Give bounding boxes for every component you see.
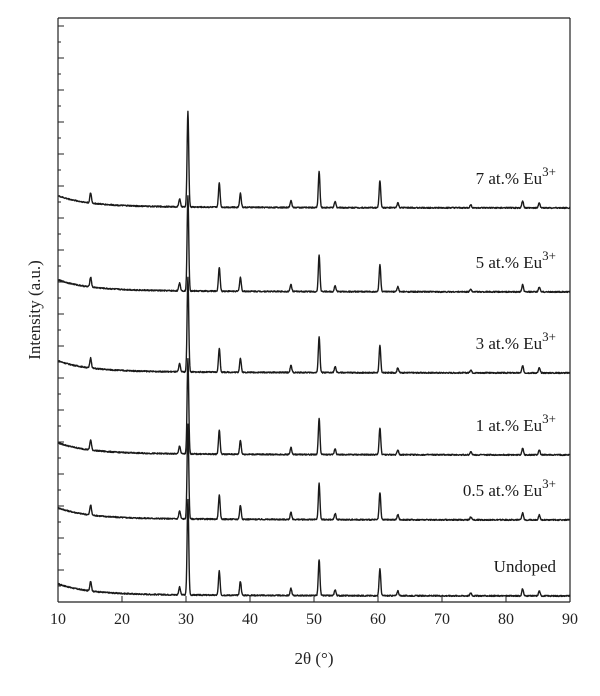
series-label: 7 at.% Eu3+ [476,164,556,188]
x-tick-label: 30 [178,611,194,628]
series-label-sup: 3+ [542,476,556,491]
x-tick-label: 20 [114,611,130,628]
series-label-sup: 3+ [542,164,556,179]
axes-group [57,17,571,603]
series-label-main: 0.5 at.% Eu [463,481,543,500]
y-axis-label: Intensity (a.u.) [25,260,44,360]
x-tick-label: 90 [562,611,578,628]
x-tick-label: 10 [50,611,66,628]
x-tick-label: 80 [498,611,514,628]
series-label-sup: 3+ [542,329,556,344]
x-tick-label: 60 [370,611,386,628]
x-ticks-group: 10 20 30 40 50 60 70 80 90 [50,596,578,628]
series-label-main: 1 at.% Eu [476,416,543,435]
series-line [57,276,571,375]
x-tick-label: 50 [306,611,322,628]
series-line [57,498,571,598]
series-label-sup: 3+ [542,248,556,263]
series-label: 1 at.% Eu3+ [476,411,556,435]
series-label-main: 3 at.% Eu [476,334,543,353]
series-line [57,357,571,457]
x-tick-label: 70 [434,611,450,628]
y-ticks-group [58,25,64,603]
series-label-main: 7 at.% Eu [476,169,543,188]
series-label-main: 5 at.% Eu [476,253,543,272]
series-line [57,423,571,522]
series-label-main: Undoped [494,557,557,576]
series-label: 5 at.% Eu3+ [476,248,556,272]
series-line [57,110,571,210]
series-label: Undoped [494,557,557,576]
series-label: 0.5 at.% Eu3+ [463,476,556,500]
x-tick-label: 40 [242,611,258,628]
series-line [57,195,571,294]
x-axis-label: 2θ (°) [294,649,333,668]
traces-group [57,110,571,598]
series-label-sup: 3+ [542,411,556,426]
series-label: 3 at.% Eu3+ [476,329,556,353]
